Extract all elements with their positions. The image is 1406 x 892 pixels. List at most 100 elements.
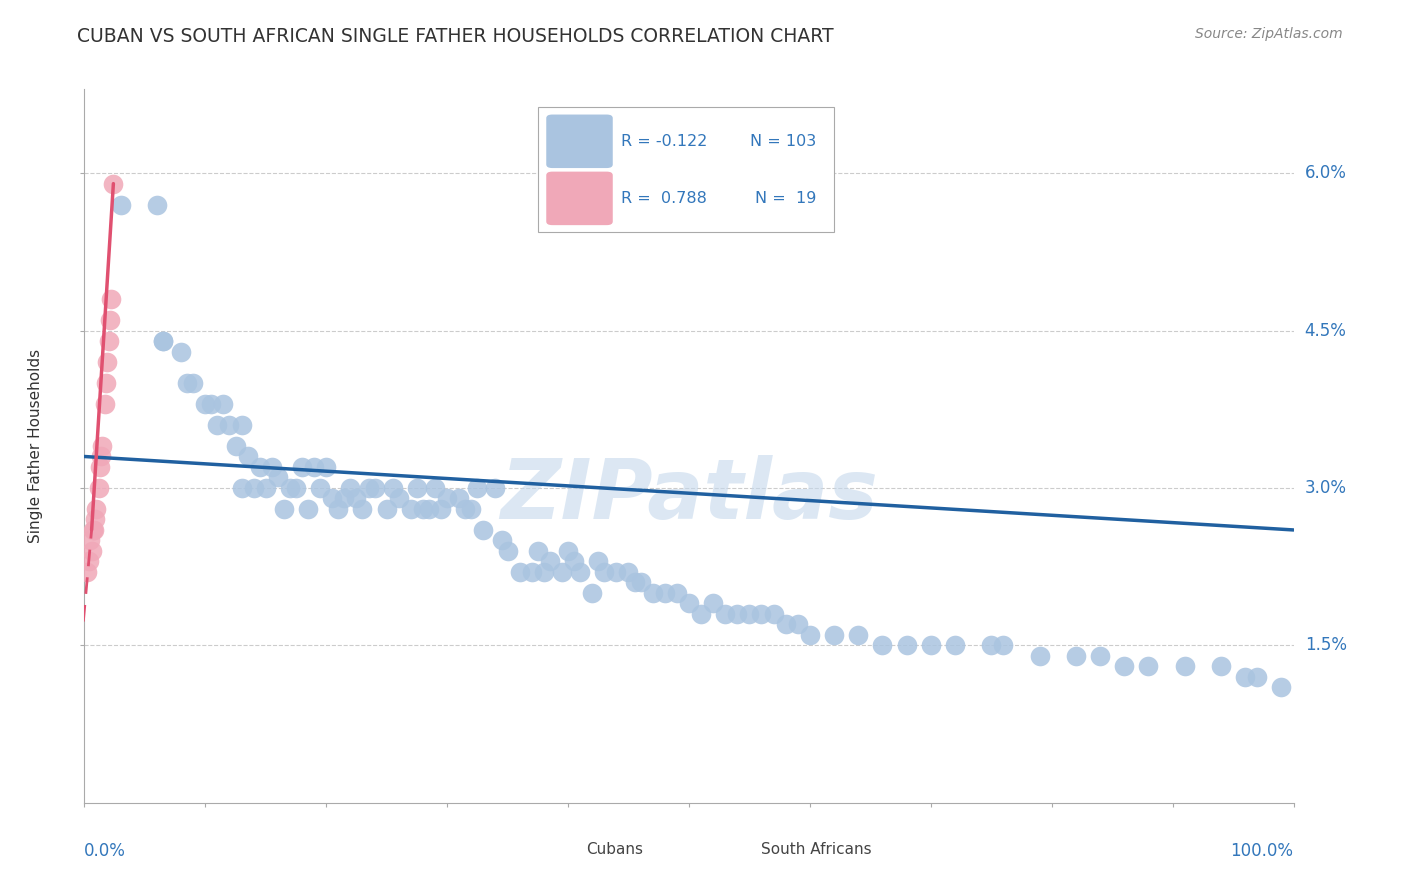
Point — [665, 586, 688, 600]
Point — [97, 334, 120, 348]
Point — [273, 502, 295, 516]
Point — [231, 481, 253, 495]
Point — [491, 533, 513, 548]
Point — [200, 397, 222, 411]
Point — [1209, 659, 1232, 673]
Point — [333, 491, 356, 506]
Point — [472, 523, 495, 537]
Point — [496, 544, 519, 558]
Point — [690, 607, 713, 621]
Point — [738, 607, 761, 621]
Point — [80, 544, 103, 558]
Point — [1064, 648, 1087, 663]
Point — [762, 607, 785, 621]
Point — [260, 460, 283, 475]
Point — [418, 502, 440, 516]
Point — [654, 586, 676, 600]
Point — [1234, 670, 1257, 684]
Point — [152, 334, 174, 348]
Point — [284, 481, 308, 495]
Text: 100.0%: 100.0% — [1230, 842, 1294, 860]
Point — [76, 565, 98, 579]
FancyBboxPatch shape — [538, 107, 834, 232]
Point — [617, 565, 640, 579]
Point — [454, 502, 477, 516]
Point — [412, 502, 434, 516]
FancyBboxPatch shape — [710, 841, 754, 858]
Point — [538, 554, 561, 568]
Point — [467, 481, 489, 495]
Point — [1088, 648, 1111, 663]
Point — [623, 575, 645, 590]
Point — [943, 639, 966, 653]
Point — [77, 554, 100, 568]
Point — [388, 491, 411, 506]
Point — [1174, 659, 1197, 673]
Point — [86, 502, 108, 516]
Text: ZIPatlas: ZIPatlas — [501, 456, 877, 536]
Point — [98, 313, 121, 327]
Text: Cubans: Cubans — [586, 842, 643, 857]
Point — [309, 481, 332, 495]
FancyBboxPatch shape — [534, 841, 578, 858]
Point — [352, 502, 374, 516]
Point — [103, 177, 125, 191]
Point — [297, 502, 319, 516]
Point — [225, 439, 247, 453]
Point — [423, 481, 446, 495]
Point — [79, 533, 101, 548]
Point — [520, 565, 543, 579]
Text: N =  19: N = 19 — [755, 191, 815, 206]
Text: R =  0.788: R = 0.788 — [621, 191, 707, 206]
Point — [527, 544, 550, 558]
Point — [302, 460, 325, 475]
Point — [321, 491, 343, 506]
Point — [920, 639, 942, 653]
Point — [588, 554, 610, 568]
Point — [315, 460, 337, 475]
Text: 3.0%: 3.0% — [1305, 479, 1347, 497]
Point — [896, 639, 918, 653]
Point — [786, 617, 808, 632]
Point — [381, 481, 404, 495]
Point — [605, 565, 627, 579]
Point — [231, 417, 253, 432]
Point — [328, 502, 350, 516]
Point — [799, 628, 821, 642]
Point — [1137, 659, 1160, 673]
FancyBboxPatch shape — [547, 171, 613, 225]
FancyBboxPatch shape — [547, 114, 613, 168]
Point — [181, 376, 204, 390]
Point — [110, 197, 132, 211]
Point — [249, 460, 271, 475]
Point — [375, 502, 398, 516]
Point — [551, 565, 574, 579]
Point — [562, 554, 585, 568]
Point — [533, 565, 555, 579]
Text: CUBAN VS SOUTH AFRICAN SINGLE FATHER HOUSEHOLDS CORRELATION CHART: CUBAN VS SOUTH AFRICAN SINGLE FATHER HOU… — [77, 27, 834, 45]
Point — [96, 355, 118, 369]
Point — [291, 460, 314, 475]
Point — [993, 639, 1015, 653]
Point — [460, 502, 482, 516]
Text: N = 103: N = 103 — [749, 134, 815, 149]
Point — [84, 512, 107, 526]
Point — [430, 502, 453, 516]
Point — [509, 565, 531, 579]
Point — [872, 639, 894, 653]
Point — [267, 470, 290, 484]
Point — [170, 344, 193, 359]
Point — [1028, 648, 1050, 663]
Point — [218, 417, 240, 432]
Text: South Africans: South Africans — [762, 842, 872, 857]
Point — [1114, 659, 1136, 673]
Point — [436, 491, 458, 506]
Point — [484, 481, 506, 495]
Point — [94, 397, 117, 411]
Point — [751, 607, 773, 621]
Point — [702, 596, 724, 610]
Point — [83, 523, 105, 537]
Point — [100, 292, 122, 306]
Point — [357, 481, 380, 495]
Point — [593, 565, 616, 579]
